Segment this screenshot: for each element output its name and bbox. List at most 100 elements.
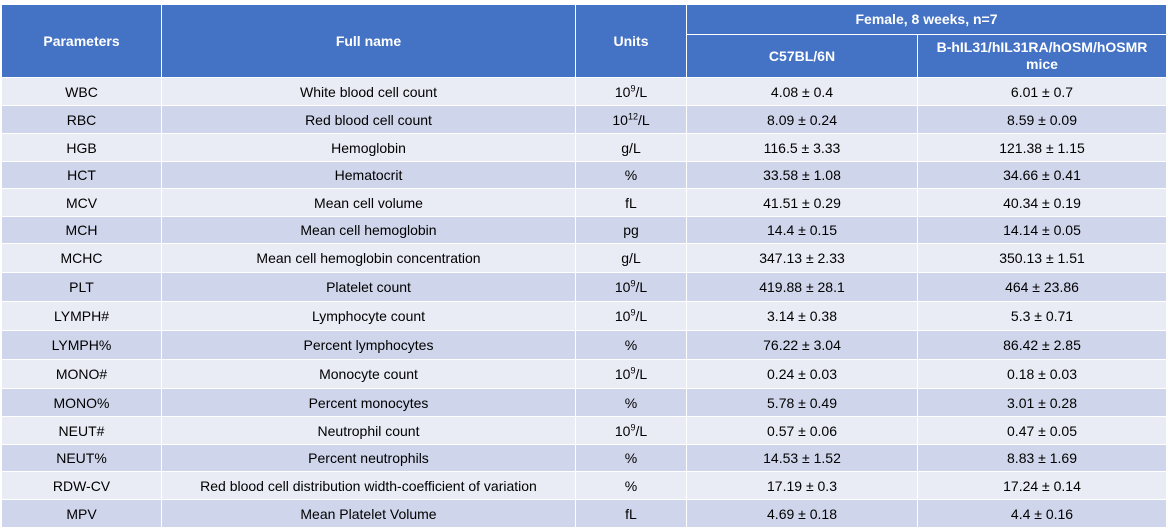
cell-parameter: LYMPH%: [1, 330, 162, 360]
cell-c57bl-value: 0.24 ± 0.03: [686, 359, 918, 389]
table-row: MCV Mean cell volume fL 41.51 ± 0.29 40.34 ±…: [1, 188, 1167, 217]
table-row: MCH Mean cell hemoglobin pg 14.4 ± 0.15 14.1…: [1, 216, 1167, 244]
cell-transgenic-value: 8.59 ± 0.09: [917, 105, 1167, 134]
cell-transgenic-value: 0.18 ± 0.03: [917, 359, 1167, 389]
cell-transgenic-value: 86.42 ± 2.85: [917, 330, 1167, 360]
header-units: Units: [575, 4, 687, 78]
cell-c57bl-value: 4.08 ± 0.4: [686, 77, 918, 106]
cell-unit: fL: [575, 499, 687, 528]
cell-unit: %: [575, 444, 687, 472]
cell-c57bl-value: 5.78 ± 0.49: [686, 388, 918, 417]
cell-unit: 109/L: [575, 359, 687, 389]
unit-exponent: 9: [630, 82, 636, 93]
cell-unit: g/L: [575, 133, 687, 162]
cell-full-name: Monocyte count: [161, 359, 576, 389]
table-row: MPV Mean Platelet Volume fL 4.69 ± 0.18 4.4 …: [1, 499, 1167, 528]
header-group: Female, 8 weeks, n=7: [686, 4, 1167, 35]
cell-parameter: MONO%: [1, 388, 162, 417]
unit-exponent: 12: [627, 110, 638, 121]
cell-full-name: White blood cell count: [161, 77, 576, 106]
unit-exponent: 9: [630, 307, 636, 318]
cell-transgenic-value: 17.24 ± 0.14: [917, 471, 1167, 500]
table-row: HGB Hemoglobin g/L 116.5 ± 3.33 121.38 ± 1.1…: [1, 133, 1167, 162]
table-row: NEUT# Neutrophil count 109/L 0.57 ± 0.06 0.4…: [1, 416, 1167, 445]
unit-base: 10: [614, 308, 631, 324]
cell-c57bl-value: 4.69 ± 0.18: [686, 499, 918, 528]
cell-c57bl-value: 17.19 ± 0.3: [686, 471, 918, 500]
unit-exponent: 9: [630, 421, 636, 432]
cell-full-name: Percent monocytes: [161, 388, 576, 417]
table-row: LYMPH# Lymphocyte count 109/L 3.14 ± 0.38 5.…: [1, 301, 1167, 331]
cell-c57bl-value: 33.58 ± 1.08: [686, 161, 918, 189]
cell-transgenic-value: 8.83 ± 1.69: [917, 444, 1167, 472]
cell-c57bl-value: 41.51 ± 0.29: [686, 188, 918, 217]
unit-suffix: /L: [635, 279, 648, 295]
unit-base: 10: [614, 83, 631, 100]
table-container: Parameters Full name Units Female, 8 wee…: [1, 4, 1167, 528]
cell-unit: pg: [575, 216, 687, 244]
table-row: RDW-CV Red blood cell distribution width-…: [1, 471, 1167, 500]
cell-parameter: RBC: [1, 105, 162, 134]
table-row: HCT Hematocrit% 33.58 ± 1.08 34.66 ± 0.41: [1, 161, 1167, 189]
cell-parameter: MONO#: [1, 359, 162, 389]
cell-full-name: Mean cell volume: [161, 188, 576, 217]
cell-full-name: Red blood cell distribution width-coeffi…: [161, 471, 576, 500]
cell-full-name: Lymphocyte count: [161, 301, 576, 331]
cell-parameter: HGB: [1, 133, 162, 162]
cell-unit: %: [575, 330, 687, 360]
header-c57bl: C57BL/6N: [686, 34, 918, 78]
cell-parameter: LYMPH#: [1, 301, 162, 331]
cell-unit: %: [575, 161, 687, 189]
cell-transgenic-value: 464 ± 23.86: [917, 272, 1167, 302]
unit-exponent: 9: [630, 365, 636, 376]
unit-suffix: /L: [635, 422, 648, 439]
unit-suffix: /L: [635, 308, 648, 324]
cell-parameter: MCH: [1, 216, 162, 244]
cell-full-name: Mean cell hemoglobin concentration: [161, 243, 576, 273]
cell-parameter: MPV: [1, 499, 162, 528]
cell-transgenic-value: 0.47 ± 0.05: [917, 416, 1167, 445]
table-row: NEUT% Percent neutrophils% 14.53 ± 1.52 8.8…: [1, 444, 1167, 472]
cell-unit: 1012/L: [575, 105, 687, 134]
cell-c57bl-value: 3.14 ± 0.38: [686, 301, 918, 331]
cell-transgenic-value: 3.01 ± 0.28: [917, 388, 1167, 417]
cell-parameter: MCV: [1, 188, 162, 217]
unit-base: 10: [614, 366, 631, 382]
cell-c57bl-value: 14.4 ± 0.15: [686, 216, 918, 244]
cell-parameter: RDW-CV: [1, 471, 162, 500]
table-row: MCHC Mean cell hemoglobin concentration g/…: [1, 243, 1167, 273]
unit-base: 10: [612, 111, 628, 128]
cell-full-name: Percent lymphocytes: [161, 330, 576, 360]
cell-full-name: Red blood cell count: [161, 105, 576, 134]
cell-parameter: NEUT#: [1, 416, 162, 445]
cell-full-name: Neutrophil count: [161, 416, 576, 445]
cell-c57bl-value: 76.22 ± 3.04: [686, 330, 918, 360]
cell-transgenic-value: 14.14 ± 0.05: [917, 216, 1167, 244]
cell-transgenic-value: 34.66 ± 0.41: [917, 161, 1167, 189]
cell-c57bl-value: 8.09 ± 0.24: [686, 105, 918, 134]
cell-full-name: Hematocrit: [161, 161, 576, 189]
cell-unit: 109/L: [575, 77, 687, 106]
cell-transgenic-value: 5.3 ± 0.71: [917, 301, 1167, 331]
table-row: MONO% Percent monocytes% 5.78 ± 0.49 3.01 ±…: [1, 388, 1167, 417]
table-header: Parameters Full name Units Female, 8 wee…: [1, 4, 1167, 78]
cell-transgenic-value: 4.4 ± 0.16: [917, 499, 1167, 528]
cell-c57bl-value: 0.57 ± 0.06: [686, 416, 918, 445]
table-body: WBC White blood cell count 109/L 4.08 ± 0.4…: [1, 77, 1167, 528]
cell-parameter: PLT: [1, 272, 162, 302]
unit-suffix: /L: [637, 111, 650, 128]
table-row: RBC Red blood cell count 1012/L 8.09 ± 0.24…: [1, 105, 1167, 134]
table-row: WBC White blood cell count 109/L 4.08 ± 0.4…: [1, 77, 1167, 106]
unit-suffix: /L: [635, 366, 648, 382]
cell-unit: %: [575, 388, 687, 417]
table-row: LYMPH% Percent lymphocytes% 76.22 ± 3.04 86…: [1, 330, 1167, 360]
cell-c57bl-value: 419.88 ± 28.1: [686, 272, 918, 302]
cell-unit: 109/L: [575, 416, 687, 445]
table-row: PLT Platelet count 109/L 419.88 ± 28.1 464 ±…: [1, 272, 1167, 302]
cell-unit: g/L: [575, 243, 687, 273]
cell-c57bl-value: 347.13 ± 2.33: [686, 243, 918, 273]
cell-parameter: WBC: [1, 77, 162, 106]
header-row-bottom: C57BL/6N B-hIL31/hIL31RA/hOSM/hOSMR mice: [2, 34, 1167, 78]
cell-full-name: Mean Platelet Volume: [161, 499, 576, 528]
cell-full-name: Platelet count: [161, 272, 576, 302]
